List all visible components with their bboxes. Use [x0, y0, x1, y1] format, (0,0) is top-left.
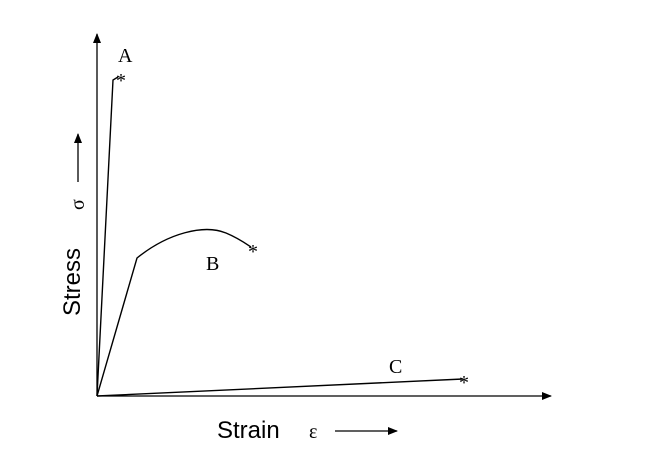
x-axis-label: Strain: [217, 417, 280, 444]
curve-b: [96, 228, 252, 397]
curve-a: [96, 76, 119, 397]
curve-b-fracture-marker: *: [248, 241, 258, 263]
curve-c-label: C: [389, 356, 402, 378]
curve-a-label: A: [118, 45, 133, 67]
x-axis-symbol: ε: [309, 421, 317, 443]
curve-a-fracture-marker: *: [116, 70, 126, 92]
curve-c: [96, 378, 464, 397]
curve-c-fracture-marker: *: [459, 372, 469, 394]
y-axis-symbol: σ: [67, 199, 89, 210]
y-axis-label: Stress: [59, 248, 86, 316]
curve-b-label: B: [206, 253, 219, 275]
